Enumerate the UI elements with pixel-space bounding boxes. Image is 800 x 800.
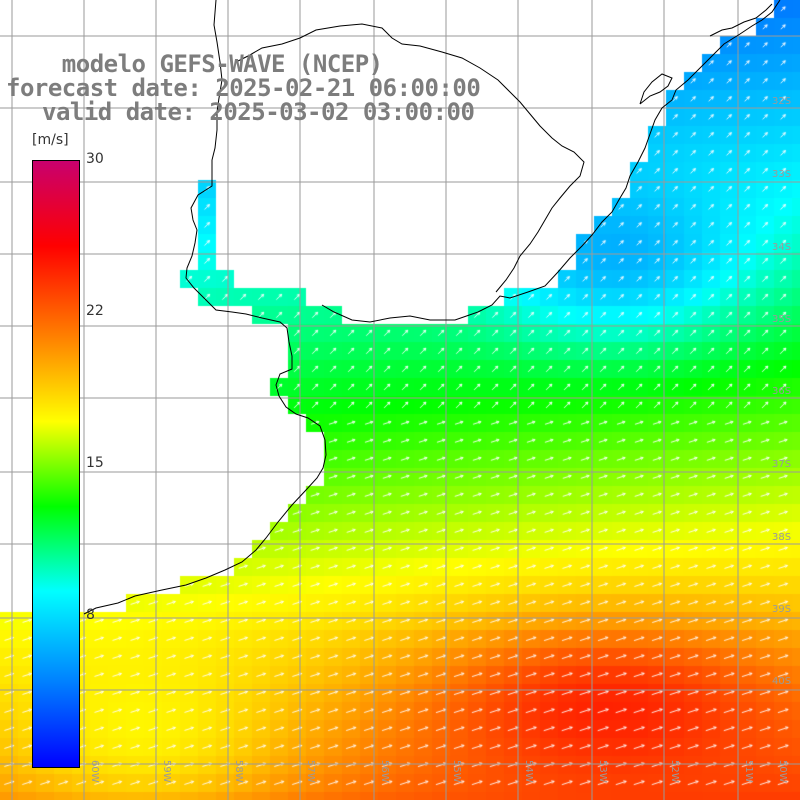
forecast-date: forecast date: 2025-02-21 06:00:00 xyxy=(6,74,481,102)
longitude-label: 59W xyxy=(161,760,172,783)
colorbar xyxy=(32,160,80,768)
latitude-label: 35S xyxy=(772,314,791,325)
colorbar-unit: [m/s] xyxy=(32,132,69,148)
longitude-label: 57W xyxy=(305,760,316,783)
longitude-label: 60W xyxy=(89,760,100,783)
longitude-label: 53W xyxy=(597,760,608,783)
coastline xyxy=(83,0,781,615)
valid-date: valid date: 2025-03-02 03:00:00 xyxy=(42,98,475,126)
longitude-label: 58W xyxy=(233,760,244,783)
longitude-label: 52W xyxy=(669,760,680,783)
longitude-label: 56W xyxy=(379,760,390,783)
colorbar-tick-30: 30 xyxy=(86,151,104,167)
latitude-label: 36S xyxy=(772,386,791,397)
longitude-label: 51W xyxy=(743,760,754,783)
longitude-labels: 60W 59W 58W 57W 56W 55W 54W 53W 52W 51W 50W xyxy=(89,760,788,783)
latitude-label: 37S xyxy=(772,459,791,470)
colorbar-tick-15: 15 xyxy=(86,455,104,471)
coastline-path xyxy=(639,73,673,105)
longitude-label: 54W xyxy=(523,760,534,783)
model-name: modelo GEFS-WAVE (NCEP) xyxy=(61,50,383,78)
colorbar-tick-22: 22 xyxy=(86,303,104,319)
latitude-label: 40S xyxy=(772,676,791,687)
longitude-label: 55W xyxy=(451,760,462,783)
coastline-path xyxy=(709,3,773,37)
latitude-labels: 32S 33S 34S 35S 36S 37S 38S 39S 40S xyxy=(772,96,791,687)
coastline-path xyxy=(235,23,585,293)
latitude-label: 39S xyxy=(772,604,791,615)
latitude-label: 32S xyxy=(772,96,791,107)
colorbar-tick-8: 8 xyxy=(86,607,95,623)
latitude-label: 34S xyxy=(772,242,791,253)
longitude-label: 50W xyxy=(777,760,788,783)
latitude-label: 33S xyxy=(772,169,791,180)
coastline-path xyxy=(83,0,327,615)
coastline-path xyxy=(321,0,781,323)
map-title: modelo GEFS-WAVE (NCEP) forecast date: 20… xyxy=(6,28,481,172)
latitude-label: 38S xyxy=(772,532,791,543)
